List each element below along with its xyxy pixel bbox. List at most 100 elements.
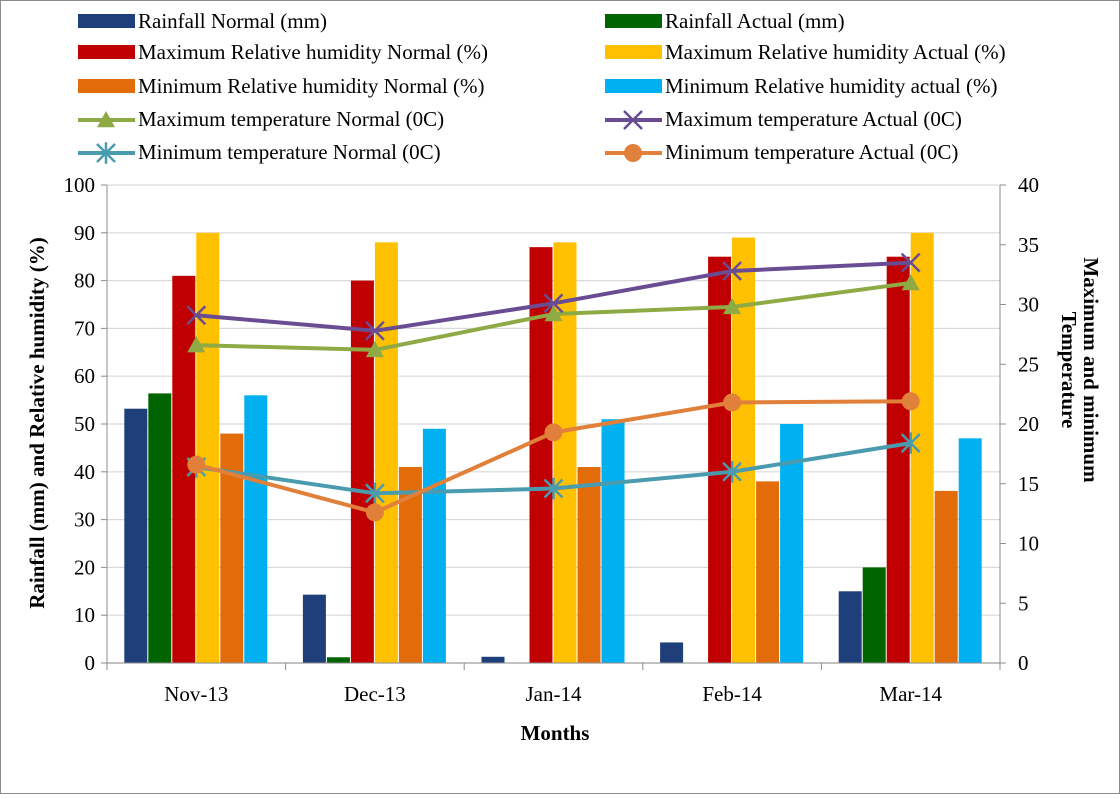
bar-maximum-relative-humidity-actual <box>553 242 577 664</box>
bar-maximum-relative-humidity-actual <box>732 237 756 663</box>
point-maximum-temperature-normal-0c <box>544 305 563 322</box>
y-tick-label: 50 <box>74 412 95 436</box>
point-minimum-temperature-normal-0c <box>365 482 385 505</box>
point-minimum-temperature-normal-0c <box>722 461 742 483</box>
y-tick-label: 10 <box>74 603 95 627</box>
legend-label: Minimum temperature Normal (0C) <box>138 140 441 164</box>
legend-swatch <box>78 14 135 28</box>
bars <box>124 232 982 664</box>
y-tick-label: 60 <box>74 364 95 388</box>
x-axis-title: Months <box>521 721 590 745</box>
bar-maximum-relative-humidity-actual <box>196 232 220 664</box>
y-tick-label: 70 <box>74 316 95 340</box>
y2-axis-title-line1: Maximum and minimum <box>1079 257 1103 483</box>
legend-label: Maximum Relative humidity Normal (%) <box>138 40 488 64</box>
legend-marker <box>624 144 642 162</box>
x-tick-label: Feb-14 <box>702 682 762 706</box>
y2-tick-label: 5 <box>1018 591 1029 615</box>
bar-rainfall-normal-mm <box>838 591 862 663</box>
point-minimum-temperature-actual-0c <box>723 393 742 412</box>
bar-maximum-relative-humidity-actual <box>910 232 934 664</box>
legend-label: Rainfall Normal (mm) <box>138 9 327 33</box>
bar-maximum-relative-humidity-normal <box>886 256 910 663</box>
y-axis-title: Rainfall (mm) and Relative humidity (%) <box>25 237 49 609</box>
y2-tick-label: 40 <box>1018 173 1039 197</box>
bar-maximum-relative-humidity-normal <box>529 247 553 663</box>
y2-tick-label: 10 <box>1018 532 1039 556</box>
bar-minimum-relative-humidity-actual <box>780 424 804 663</box>
y2-tick-label: 15 <box>1018 472 1039 496</box>
legend-marker <box>623 110 643 130</box>
point-minimum-temperature-actual-0c <box>365 503 384 522</box>
bar-rainfall-actual-mm <box>862 567 886 663</box>
point-minimum-temperature-actual-0c <box>544 423 563 442</box>
legend-swatch <box>605 79 662 93</box>
point-maximum-temperature-actual-0c <box>543 293 564 314</box>
legend-label: Maximum temperature Actual (0C) <box>665 107 962 131</box>
legend-swatch <box>605 45 662 59</box>
point-maximum-temperature-normal-0c <box>723 297 742 315</box>
bar-rainfall-actual-mm <box>326 657 350 663</box>
y2-axis-title-line2: Temperature <box>1057 312 1081 429</box>
point-maximum-temperature-normal-0c <box>365 340 384 358</box>
y2-tick-label: 0 <box>1018 651 1029 675</box>
bar-rainfall-actual-mm <box>148 393 172 663</box>
bar-rainfall-normal-mm <box>302 594 326 663</box>
bar-minimum-relative-humidity-normal <box>577 467 601 663</box>
x-tick-label: Mar-14 <box>879 682 942 706</box>
y2-tick-label: 25 <box>1018 352 1039 376</box>
bar-maximum-relative-humidity-normal <box>350 280 374 663</box>
bar-minimum-relative-humidity-normal <box>934 490 958 663</box>
point-maximum-temperature-actual-0c <box>365 320 385 341</box>
legend-label: Maximum Relative humidity Actual (%) <box>665 40 1006 64</box>
point-maximum-temperature-actual-0c <box>722 261 742 281</box>
bar-minimum-relative-humidity-actual <box>244 395 268 663</box>
point-minimum-temperature-normal-0c <box>543 477 564 500</box>
legend-label: Maximum temperature Normal (0C) <box>138 107 444 131</box>
bar-minimum-relative-humidity-normal <box>398 467 422 663</box>
legend-marker <box>97 111 115 128</box>
ticks: 0 10 20 30 40 50 60 70 80 90 100 0 5 10 15 20 25 30 35 40 No… <box>64 173 1040 706</box>
bar-maximum-relative-humidity-normal <box>708 256 732 663</box>
bar-maximum-relative-humidity-normal <box>172 275 196 663</box>
x-tick-label: Nov-13 <box>164 682 228 706</box>
y-tick-label: 40 <box>74 460 95 484</box>
legend-label: Minimum Relative humidity Normal (%) <box>138 74 484 98</box>
legend-swatch <box>78 45 135 59</box>
y2-tick-label: 35 <box>1018 233 1039 257</box>
bar-minimum-relative-humidity-normal <box>756 481 780 663</box>
y-tick-label: 100 <box>64 173 96 197</box>
legend-label: Minimum temperature Actual (0C) <box>665 140 958 164</box>
bar-minimum-relative-humidity-actual <box>958 438 982 663</box>
y-tick-label: 30 <box>74 508 95 532</box>
x-tick-label: Dec-13 <box>344 682 406 706</box>
y-tick-label: 20 <box>74 555 95 579</box>
legend-swatch <box>605 14 662 28</box>
legend-label: Rainfall Actual (mm) <box>665 9 845 33</box>
bar-minimum-relative-humidity-actual <box>601 419 625 663</box>
legend-label: Minimum Relative humidity actual (%) <box>665 74 997 98</box>
y-tick-label: 90 <box>74 221 95 245</box>
y-tick-label: 0 <box>85 651 96 675</box>
point-minimum-temperature-actual-0c <box>901 392 920 411</box>
x-tick-label: Jan-14 <box>526 682 582 706</box>
y-tick-label: 80 <box>74 269 95 293</box>
point-minimum-temperature-normal-0c <box>900 432 921 454</box>
point-maximum-temperature-actual-0c <box>186 305 207 326</box>
bar-rainfall-normal-mm <box>660 642 684 663</box>
bar-rainfall-normal-mm <box>124 408 148 663</box>
bar-rainfall-normal-mm <box>481 656 505 663</box>
bar-maximum-relative-humidity-actual <box>374 242 398 664</box>
bar-minimum-relative-humidity-normal <box>220 433 244 663</box>
lines <box>186 252 921 522</box>
point-minimum-temperature-actual-0c <box>187 455 206 474</box>
bar-minimum-relative-humidity-actual <box>422 428 446 663</box>
point-maximum-temperature-actual-0c <box>900 252 921 273</box>
legend: Rainfall Normal (mm) Rainfall Actual (mm)… <box>78 9 1006 164</box>
legend-swatch <box>78 79 135 93</box>
y2-tick-label: 20 <box>1018 412 1039 436</box>
y2-tick-label: 30 <box>1018 293 1039 317</box>
point-maximum-temperature-normal-0c <box>901 273 920 291</box>
legend-marker <box>96 142 116 164</box>
